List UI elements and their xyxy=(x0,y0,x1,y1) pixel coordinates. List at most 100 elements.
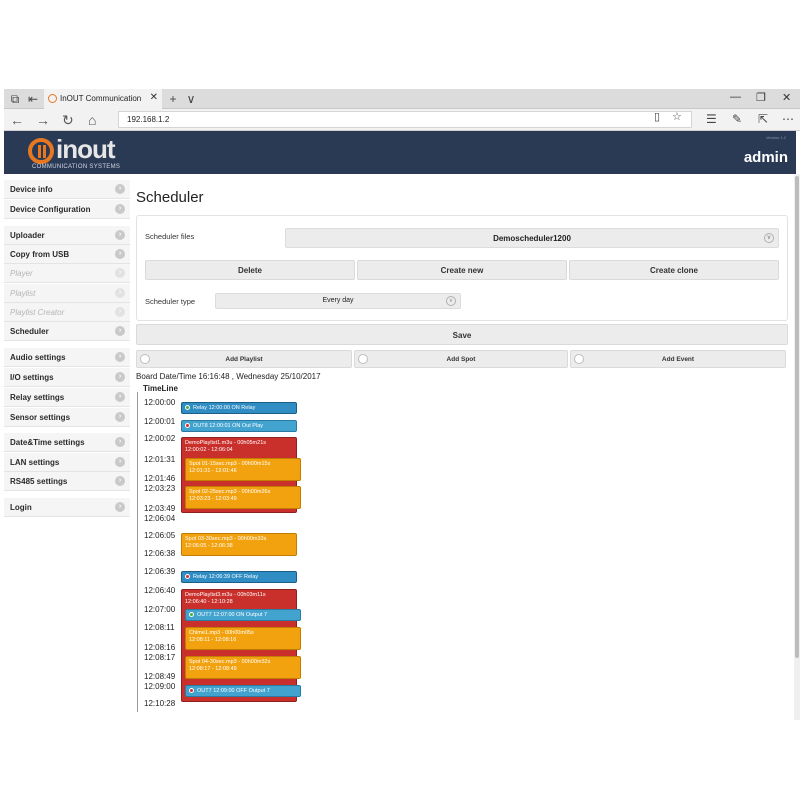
pen-icon[interactable]: ✎ xyxy=(732,112,743,126)
scheduler-files-select[interactable]: Demoscheduler1200 ∨ xyxy=(285,228,779,248)
site-header: inout COMMUNICATION SYSTEMS Version 1.2 … xyxy=(4,131,796,174)
timeline-axis xyxy=(137,392,138,712)
home-icon[interactable]: ⌂ xyxy=(88,112,97,128)
sidebar-item-label: LAN settings xyxy=(10,458,60,467)
sidebar-item-label: Copy from USB xyxy=(10,250,70,259)
back-icon[interactable]: ← xyxy=(10,112,24,128)
add-spot-label: Add Spot xyxy=(446,356,476,363)
event-title: DemoPlaylist1.m3u - 00h05m21s xyxy=(185,440,267,446)
favorite-star-icon[interactable]: ☆ xyxy=(672,111,682,123)
tab-actions-icon[interactable]: ⧉ xyxy=(10,92,20,106)
add-playlist-button[interactable]: Add Playlist xyxy=(136,350,352,368)
sidebar-item-scheduler[interactable]: Scheduler › xyxy=(4,322,130,341)
window-close-icon[interactable]: ✕ xyxy=(782,92,792,104)
url-input[interactable]: 192.168.1.2 xyxy=(118,111,692,128)
event-title: Chime1.mp3 - 00h00m05s xyxy=(189,630,254,636)
sidebar-item-lan-settings[interactable]: LAN settings › xyxy=(4,453,130,472)
timeline-time: 12:08:49 xyxy=(144,672,176,681)
event-title: Relay 12:00:00 ON Relay xyxy=(193,405,256,411)
sidebar-item-sensor-settings[interactable]: Sensor settings › xyxy=(4,408,130,427)
more-icon[interactable]: ⋯ xyxy=(782,112,794,126)
version-label: Version 1.2 xyxy=(765,135,786,140)
create-new-button[interactable]: Create new xyxy=(357,260,567,280)
sidebar-item-device-info[interactable]: Device info › xyxy=(4,180,130,199)
sidebar-item-device-configuration[interactable]: Device Configuration › xyxy=(4,200,130,219)
refresh-icon[interactable]: ↻ xyxy=(62,112,74,128)
timeline-time: 12:07:00 xyxy=(144,605,176,614)
chevron-right-icon: › xyxy=(115,352,125,362)
event-range: 12:00:02 - 12:06:04 xyxy=(185,447,233,453)
sidebar-item-uploader[interactable]: Uploader › xyxy=(4,226,130,245)
save-button[interactable]: Save xyxy=(136,324,788,345)
sidebar-item-label: Playlist Creator xyxy=(10,308,65,317)
chevron-right-icon: › xyxy=(115,457,125,467)
spot-event[interactable]: Chime1.mp3 - 00h00m05s 12:08:11 - 12:08:… xyxy=(185,627,301,650)
timeline-time: 12:06:05 xyxy=(144,531,176,540)
sidebar-item-label: Date&Time settings xyxy=(10,438,85,447)
event-title: Spot 04-30sec.mp3 - 00h00m32s xyxy=(189,659,271,665)
add-event-button[interactable]: Add Event xyxy=(570,350,786,368)
sidebar-item-copy-from-usb[interactable]: Copy from USB › xyxy=(4,245,130,264)
tab-title: InOUT Communication xyxy=(60,94,142,103)
sidebar-item-audio-settings[interactable]: Audio settings › xyxy=(4,348,130,367)
sidebar-item-login[interactable]: Login › xyxy=(4,498,130,517)
output-event[interactable]: OUT7 12:07:00 ON Output 7 xyxy=(185,609,301,621)
delete-button[interactable]: Delete xyxy=(145,260,355,280)
sidebar-item-relay-settings[interactable]: Relay settings › xyxy=(4,388,130,407)
spot-event[interactable]: Spot 01-15sec.mp3 - 00h00m15s 12:01:31 -… xyxy=(185,458,301,481)
output-event[interactable]: OUT8 12:00:01 ON Out Play xyxy=(181,420,297,432)
sidebar-item-datetime-settings[interactable]: Date&Time settings › xyxy=(4,433,130,452)
status-off-icon xyxy=(189,688,194,693)
chevron-right-icon: › xyxy=(115,307,125,317)
address-bar-row: ← → ↻ ⌂ 192.168.1.2 ▯ ☆ ☰ ✎ ⇱ ⋯ xyxy=(4,109,800,131)
create-clone-button[interactable]: Create clone xyxy=(569,260,779,280)
output-event[interactable]: OUT7 12:09:00 OFF Output 7 xyxy=(185,685,301,697)
minimize-icon[interactable]: — xyxy=(730,91,741,103)
sidebar-item-rs485-settings[interactable]: RS485 settings › xyxy=(4,472,130,491)
relay-event[interactable]: Relay 12:06:39 OFF Relay xyxy=(181,571,297,583)
set-aside-tabs-icon[interactable]: ⇤ xyxy=(27,92,39,106)
timeline-time: 12:08:17 xyxy=(144,653,176,662)
tab-close-icon[interactable]: ✕ xyxy=(149,92,158,103)
relay-event[interactable]: Relay 12:00:00 ON Relay xyxy=(181,402,297,414)
add-spot-button[interactable]: Add Spot xyxy=(354,350,568,368)
event-title: OUT7 12:07:00 ON Output 7 xyxy=(197,612,268,618)
timeline-time: 12:01:31 xyxy=(144,455,176,464)
timeline-time: 12:01:46 xyxy=(144,474,176,483)
timeline-time: 12:10:28 xyxy=(144,699,176,708)
spot-event[interactable]: Spot 02-25sec.mp3 - 00h00m26s 12:03:23 -… xyxy=(185,486,301,509)
sidebar-item-label: Playlist xyxy=(10,289,36,298)
page-title: Scheduler xyxy=(136,189,204,206)
reading-view-icon[interactable]: ▯ xyxy=(654,111,661,123)
add-circle-icon xyxy=(140,354,150,364)
timeline-time: 12:03:23 xyxy=(144,484,176,493)
scrollbar-thumb[interactable] xyxy=(795,176,799,658)
timeline-title: TimeLine xyxy=(143,384,178,393)
event-title: Spot 01-15sec.mp3 - 00h00m15s xyxy=(189,461,271,467)
spot-event[interactable]: Spot 03-30sec.mp3 - 00h00m33s 12:06:05 -… xyxy=(181,533,297,556)
browser-tab[interactable]: InOUT Communication ✕ xyxy=(44,89,162,109)
user-name[interactable]: admin xyxy=(743,149,788,166)
scheduler-type-select[interactable]: Every day ∨ xyxy=(215,293,461,309)
timeline-time: 12:08:16 xyxy=(144,643,176,652)
sidebar-item-label: Scheduler xyxy=(10,327,49,336)
timeline-time: 12:06:39 xyxy=(144,567,176,576)
status-on-icon xyxy=(189,612,194,617)
event-title: DemoPlaylist3.m3u - 00h03m11s xyxy=(185,592,266,598)
chevron-down-icon: ∨ xyxy=(764,233,774,243)
new-tab-icon[interactable]: + xyxy=(169,92,177,106)
share-icon[interactable]: ⇱ xyxy=(758,112,769,126)
spot-event[interactable]: Spot 04-30sec.mp3 - 00h00m32s 12:08:17 -… xyxy=(185,656,301,679)
tab-menu-chevron-icon[interactable]: ∨ xyxy=(186,92,196,106)
forward-icon[interactable]: → xyxy=(36,112,50,128)
event-range: 12:06:40 - 12:10:28 xyxy=(185,599,233,605)
timeline-time: 12:06:38 xyxy=(144,549,176,558)
favorites-list-icon[interactable]: ☰ xyxy=(706,112,717,126)
status-on-icon xyxy=(185,405,190,410)
sidebar-item-io-settings[interactable]: I/O settings › xyxy=(4,368,130,387)
sidebar-item-label: I/O settings xyxy=(10,373,54,382)
restore-icon[interactable]: ❐ xyxy=(756,92,766,104)
sidebar-item-label: Device Configuration xyxy=(10,205,91,214)
scheduler-files-label: Scheduler files xyxy=(145,232,195,241)
event-range: 12:08:17 - 12:08:49 xyxy=(189,666,237,672)
